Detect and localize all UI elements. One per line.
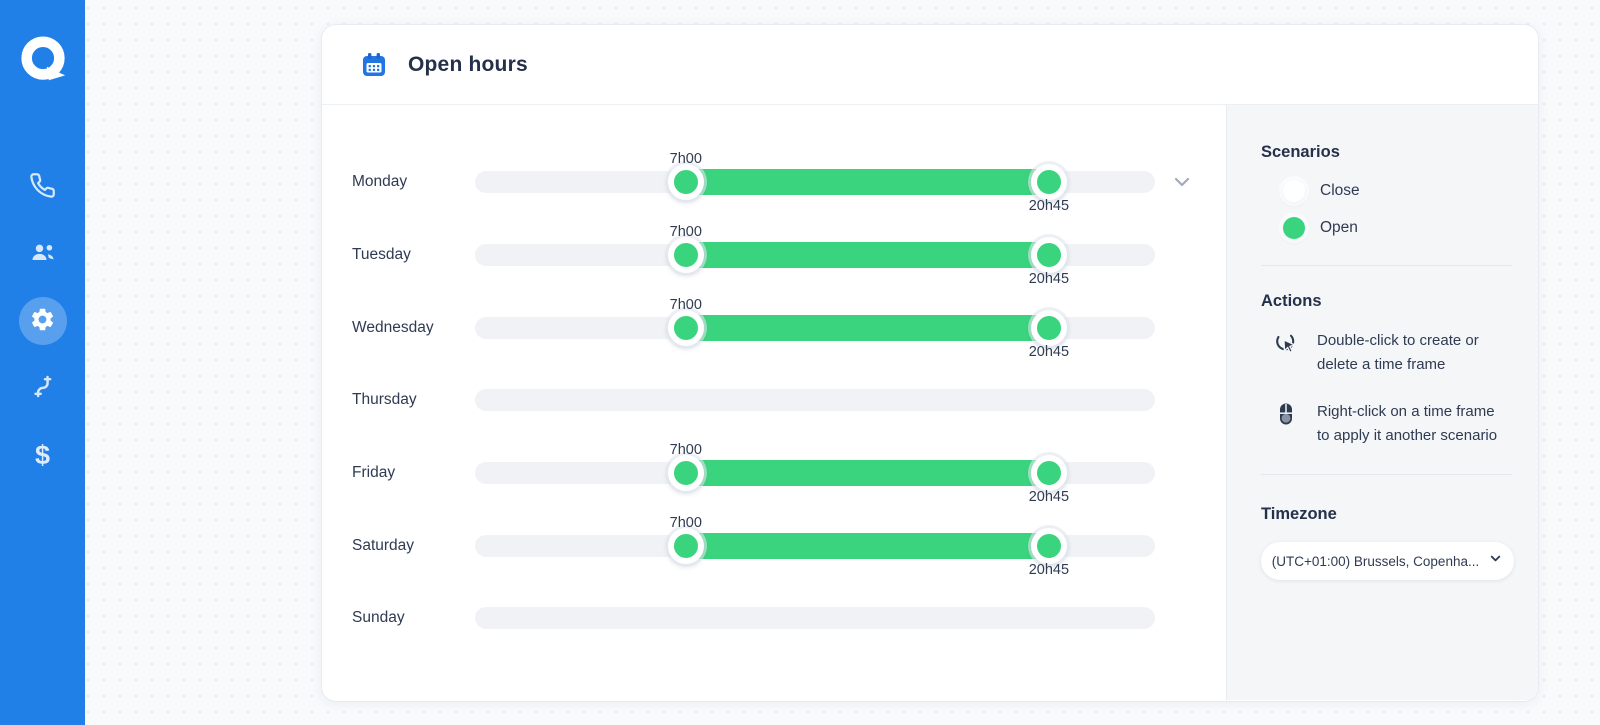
start-time-label: 7h00 (669, 296, 702, 313)
day-label: Monday (352, 173, 408, 191)
start-time-label: 7h00 (669, 442, 702, 459)
start-time-handle[interactable] (667, 455, 704, 492)
timezone-select[interactable]: (UTC+01:00) Brussels, Copenha... (1261, 542, 1514, 580)
slider-track[interactable] (475, 389, 1155, 412)
sidebar-nav: $ (0, 163, 85, 479)
time-range-slider[interactable]: 7h00 20h45 (475, 146, 1155, 219)
day-row: Thursday (352, 364, 1226, 437)
day-row: Wednesday 7h00 20h45 (352, 291, 1226, 364)
calendar-icon (360, 51, 388, 79)
end-time-handle[interactable] (1030, 455, 1067, 492)
app-sidebar: $ (0, 0, 85, 725)
people-icon (29, 239, 57, 270)
day-row: Sunday (352, 582, 1226, 655)
time-range-slider[interactable]: 7h00 20h45 (475, 437, 1155, 510)
scenario-label: Close (1320, 182, 1360, 199)
day-row: Tuesday 7h00 20h45 (352, 219, 1226, 292)
start-time-handle[interactable] (667, 164, 704, 201)
action-hint-double-click: Double-click to create or delete a time … (1273, 329, 1512, 377)
sidebar-item-billing[interactable]: $ (19, 431, 67, 479)
end-time-handle[interactable] (1030, 237, 1067, 274)
panel-divider (1261, 265, 1512, 266)
slider-track[interactable] (475, 607, 1155, 630)
day-row: Saturday 7h00 20h45 (352, 509, 1226, 582)
open-range-fill[interactable] (685, 314, 1049, 341)
start-time-label: 7h00 (669, 224, 702, 241)
open-range-fill[interactable] (685, 242, 1049, 269)
chevron-down-icon (1488, 551, 1503, 571)
end-time-label: 20h45 (1028, 271, 1070, 288)
open-range-fill[interactable] (685, 460, 1049, 487)
end-time-handle[interactable] (1030, 527, 1067, 564)
time-range-slider[interactable]: 7h00 20h45 (475, 219, 1155, 292)
gear-icon (29, 306, 56, 336)
close-scenario-dot[interactable] (1283, 180, 1305, 202)
weekly-schedule: Monday 7h00 20h45 Tuesday 7h00 20h45 (322, 105, 1226, 700)
sidebar-item-integrations[interactable] (19, 364, 67, 412)
timezone-heading: Timezone (1261, 505, 1337, 523)
scenarios-heading: Scenarios (1261, 143, 1340, 161)
end-time-label: 20h45 (1028, 198, 1070, 215)
scenario-label: Open (1320, 219, 1358, 236)
day-label: Tuesday (352, 246, 411, 264)
sidebar-item-phone[interactable] (19, 163, 67, 211)
time-range-slider[interactable]: 7h00 20h45 (475, 291, 1155, 364)
dollar-icon: $ (34, 439, 51, 470)
day-row: Friday 7h00 20h45 (352, 437, 1226, 510)
mouse-icon (1273, 401, 1299, 427)
start-time-label: 7h00 (669, 514, 702, 531)
day-label: Wednesday (352, 318, 434, 336)
open-range-fill[interactable] (685, 169, 1049, 196)
end-time-label: 20h45 (1028, 489, 1070, 506)
start-time-label: 7h00 (669, 151, 702, 168)
open-hours-card: Open hours Monday 7h00 20h45 Tuesday 7h0… (322, 25, 1538, 701)
start-time-handle[interactable] (667, 527, 704, 564)
timezone-value: (UTC+01:00) Brussels, Copenha... (1271, 553, 1480, 569)
day-row: Monday 7h00 20h45 (352, 146, 1226, 219)
sidebar-item-settings[interactable] (18, 297, 67, 345)
time-range-slider[interactable] (475, 582, 1155, 655)
double-click-icon (1273, 330, 1299, 356)
page-title: Open hours (408, 52, 528, 76)
start-time-handle[interactable] (667, 309, 704, 346)
chevron-down-icon[interactable] (1170, 170, 1194, 194)
scenario-option-open[interactable]: Open (1283, 217, 1512, 239)
time-range-slider[interactable]: 7h00 20h45 (475, 509, 1155, 582)
app-logo[interactable] (18, 34, 68, 86)
side-panel: Scenarios Close Open Actions (1226, 105, 1538, 700)
day-label: Friday (352, 464, 396, 482)
card-header: Open hours (322, 25, 1538, 105)
open-range-fill[interactable] (685, 532, 1049, 559)
panel-divider (1261, 474, 1512, 475)
start-time-handle[interactable] (667, 237, 704, 274)
end-time-handle[interactable] (1030, 164, 1067, 201)
time-range-slider[interactable] (475, 364, 1155, 437)
actions-heading: Actions (1261, 292, 1322, 310)
scenario-option-close[interactable]: Close (1283, 180, 1512, 202)
cable-icon (29, 373, 56, 403)
day-label: Sunday (352, 609, 405, 627)
day-label: Saturday (352, 536, 415, 554)
action-hint-text: Right-click on a time frame to apply it … (1317, 403, 1498, 444)
end-time-label: 20h45 (1028, 561, 1070, 578)
end-time-handle[interactable] (1030, 309, 1067, 346)
action-hint-right-click: Right-click on a time frame to apply it … (1273, 400, 1512, 448)
action-hint-text: Double-click to create or delete a time … (1317, 332, 1479, 373)
day-label: Thursday (352, 391, 417, 409)
end-time-label: 20h45 (1028, 343, 1070, 360)
phone-icon (29, 172, 56, 202)
open-scenario-dot[interactable] (1283, 217, 1305, 239)
sidebar-item-people[interactable] (19, 230, 67, 278)
